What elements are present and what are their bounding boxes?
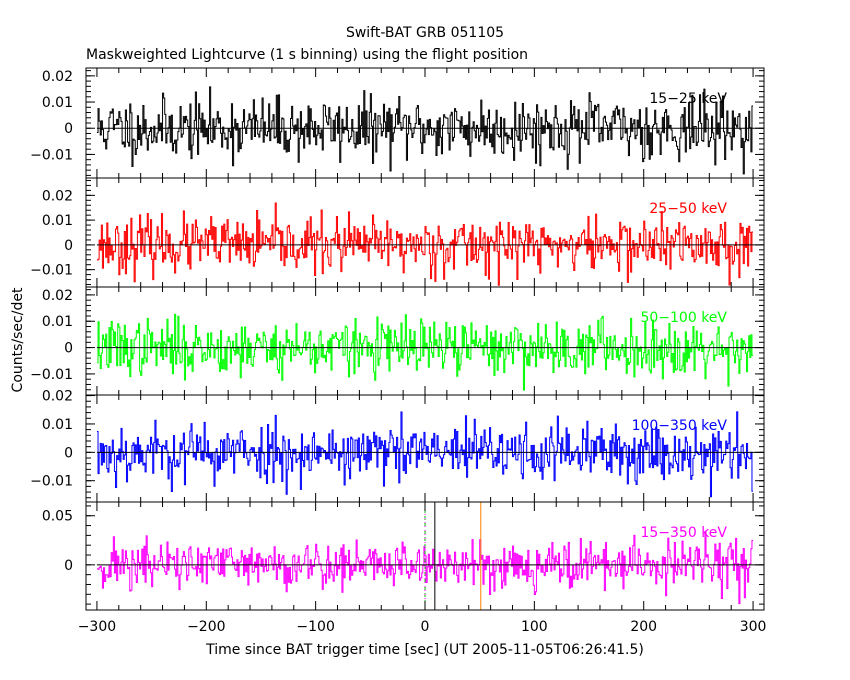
y-tick-label: 0.01 — [42, 213, 73, 229]
chart-subtitle: Maskweighted Lightcurve (1 s binning) us… — [86, 47, 528, 63]
y-tick-label: 0.02 — [42, 389, 73, 405]
band-label-3: 100−350 keV — [632, 418, 728, 434]
panel-15-350-kev: 0 0.05 15−350 keV — [42, 501, 765, 611]
panels-group: −0.01 0 0.01 0.02 15−25 keV −0.01 0 0.01 0.02 25−… — [30, 67, 767, 635]
y-tick-label: 0 — [64, 341, 73, 357]
panel-50-100-kev: −0.01 0 0.01 0.02 50−100 keV — [30, 286, 765, 396]
y-tick-label: 0.02 — [42, 69, 73, 85]
y-tick-label: −0.01 — [30, 474, 73, 490]
x-tick-label: −100 — [296, 619, 334, 635]
y-tick-label: 0.01 — [42, 417, 73, 433]
panel-25-50-kev: −0.01 0 0.01 0.02 25−50 keV — [30, 177, 765, 288]
y-tick-label: 0.05 — [42, 509, 73, 525]
series-line-2 — [96, 313, 754, 391]
panel-100-350-kev: −0.01 0 0.01 0.02 100−350 keV — [30, 389, 765, 503]
y-tick-label: 0 — [64, 558, 73, 574]
y-tick-label: −0.01 — [30, 367, 73, 383]
y-tick-label: 0.01 — [42, 314, 73, 330]
band-label-1: 25−50 keV — [649, 201, 727, 217]
x-tick-label: −300 — [78, 619, 116, 635]
panel-15-25-kev: −0.01 0 0.01 0.02 15−25 keV — [30, 67, 765, 179]
x-tick-label: 200 — [630, 619, 657, 635]
series-line-0 — [96, 86, 754, 175]
y-tick-label: 0 — [64, 445, 73, 461]
x-tick-label: 100 — [521, 619, 548, 635]
x-axis-label: Time since BAT trigger time [sec] (UT 20… — [205, 642, 644, 658]
y-tick-label: 0.02 — [42, 288, 73, 304]
x-tick-label: 0 — [421, 619, 430, 635]
y-tick-label: 0.01 — [42, 95, 73, 111]
band-label-0: 15−25 keV — [649, 91, 727, 107]
y-tick-label: 0.02 — [42, 188, 73, 204]
y-tick-label: 0 — [64, 238, 73, 254]
y-tick-label: −0.01 — [30, 263, 73, 279]
series-line-3 — [96, 411, 754, 498]
y-axis-label: Counts/sec/det — [10, 287, 26, 392]
x-tick-label: 300 — [740, 619, 767, 635]
band-label-4: 15−350 keV — [640, 525, 727, 541]
chart-title: Swift-BAT GRB 051105 — [346, 25, 504, 41]
series-line-1 — [96, 202, 754, 286]
y-tick-label: −0.01 — [30, 147, 73, 163]
y-tick-label: 0 — [64, 121, 73, 137]
band-label-2: 50−100 keV — [640, 310, 727, 326]
x-tick-label: −200 — [187, 619, 225, 635]
